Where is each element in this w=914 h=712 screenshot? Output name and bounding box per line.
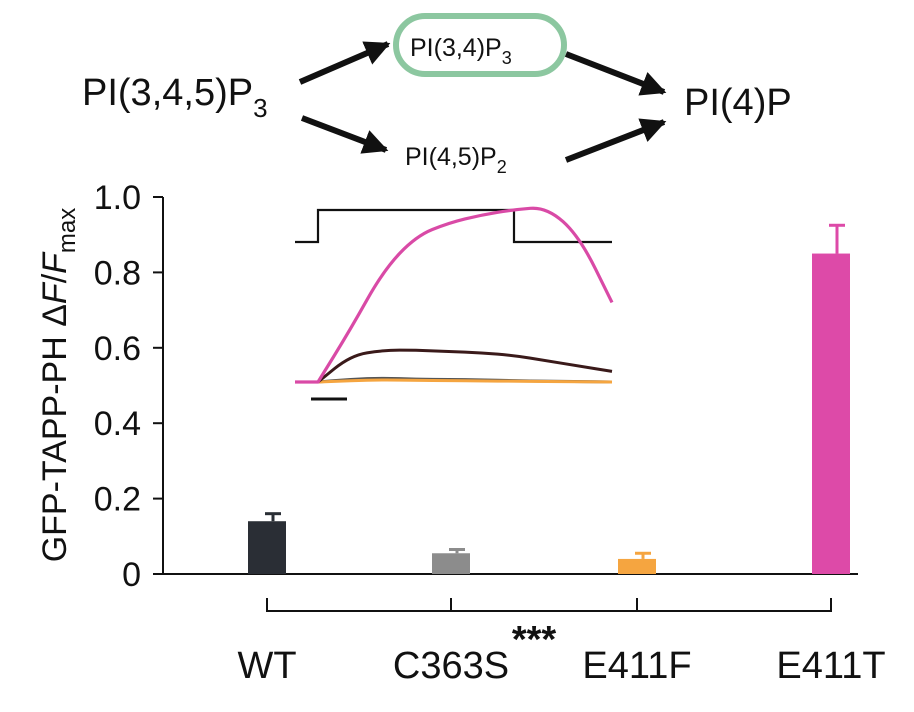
y-tick-label: 0.6 [94,330,141,368]
bar-wt [248,521,286,574]
arrow-upper-to-product [564,51,667,96]
inset-trace [295,378,613,384]
inset-trace [295,206,614,384]
x-tick-label: E411F [582,645,691,687]
bar-e411f [618,558,656,574]
x-tick-label: E411T [776,645,885,687]
arrow-source-to-upper [298,41,391,85]
product-label: PI(4)P [684,82,792,124]
source-label: PI(3,4,5)P3 [82,72,268,123]
x-labels: WT C363S E411F E411T [237,645,885,687]
y-tick-label: 0 [122,556,141,594]
inset-traces [295,206,614,384]
bracket-line [266,598,832,612]
y-axis-label: GFP-TAPP-PH ΔF/Fmax [36,208,81,563]
y-tick-label: 0.8 [94,254,141,292]
stimulus-trace [295,208,612,244]
y-tick-label: 1.0 [94,179,141,217]
highlight-box [393,13,567,77]
arrow-source-to-lower [300,115,389,154]
y-tick-label: 0.4 [94,405,141,443]
y-tick-label: 0.2 [94,481,141,519]
significance-bracket: *** [266,598,832,661]
bar-c363s [432,553,470,574]
x-tick-label: C363S [393,645,509,687]
lower-label: PI(4,5)P2 [405,143,507,177]
y-ticks: 0 0.2 0.4 0.6 0.8 1.0 [94,179,163,594]
significance-label: *** [512,619,557,661]
inset [295,206,614,401]
bar-e411t [812,253,850,575]
arrow-lower-to-product [564,118,667,163]
inset-trace [295,348,613,384]
bars [248,223,850,575]
x-tick-label: WT [237,645,296,687]
pathway-diagram: PI(3,4,5)P3 PI(3,4)P3 PI(4,5)P2 PI(4)P [82,13,792,177]
upper-label: PI(3,4)P3 [410,34,512,68]
